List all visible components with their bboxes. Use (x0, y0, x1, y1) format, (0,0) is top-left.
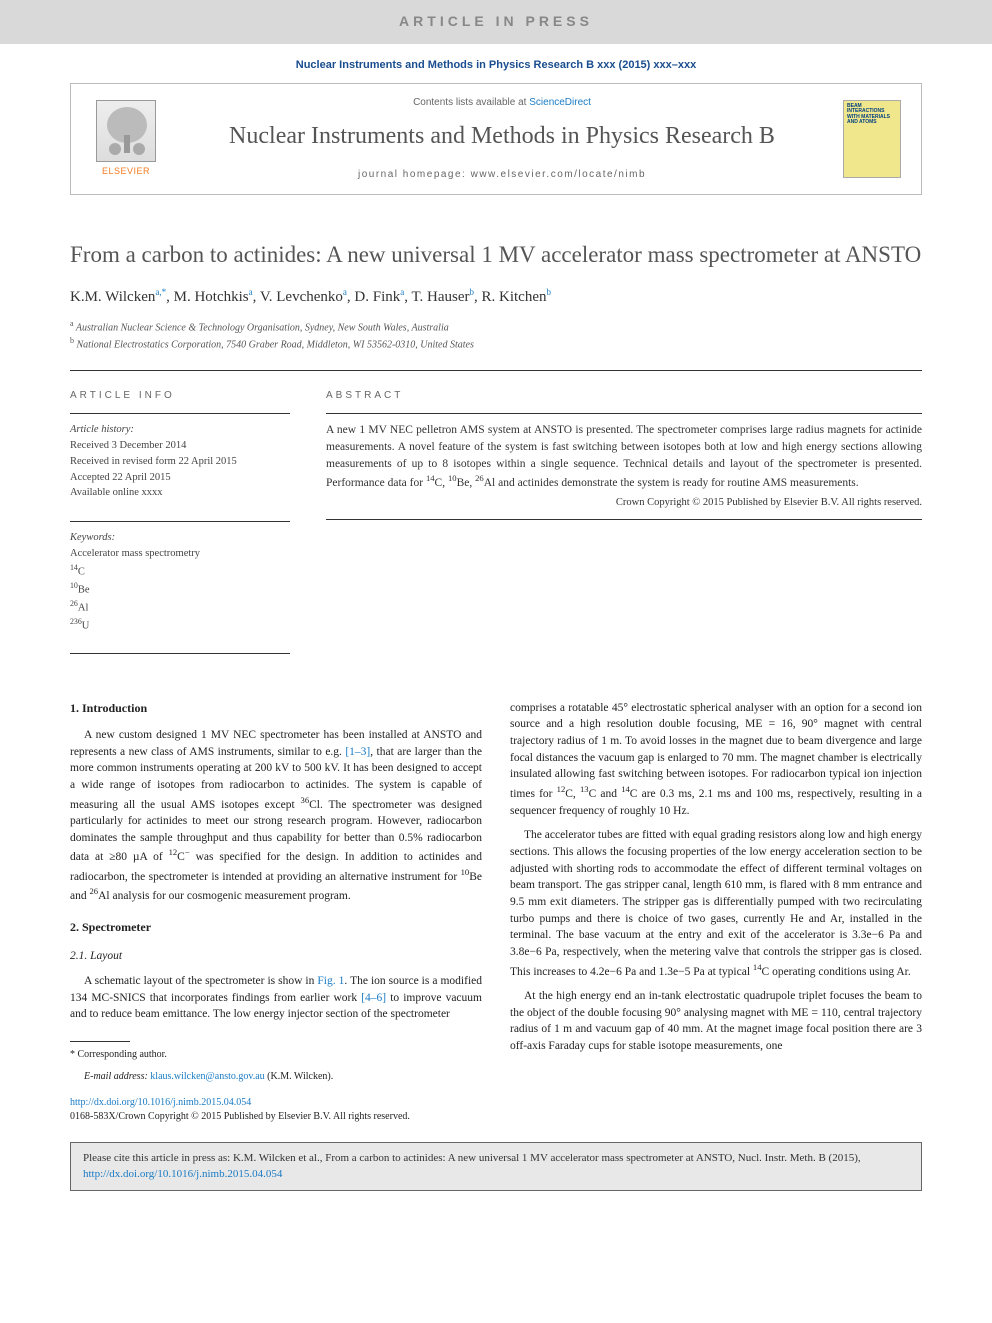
citation-link[interactable]: [4–6] (361, 992, 386, 1004)
divider (70, 653, 290, 654)
cite-box-doi-link[interactable]: http://dx.doi.org/10.1016/j.nimb.2015.04… (83, 1168, 282, 1180)
doi-block: http://dx.doi.org/10.1016/j.nimb.2015.04… (70, 1096, 482, 1124)
body-paragraph: comprises a rotatable 45° electrostatic … (510, 700, 922, 820)
contents-available-line: Contents lists available at ScienceDirec… (181, 96, 823, 110)
affiliations: a Australian Nuclear Science & Technolog… (70, 318, 922, 353)
elsevier-label: ELSEVIER (102, 165, 150, 178)
sciencedirect-link[interactable]: ScienceDirect (529, 97, 591, 108)
author: M. Hotchkisa (174, 289, 253, 305)
contents-prefix: Contents lists available at (413, 97, 529, 108)
divider (70, 521, 290, 522)
keyword: 14C (70, 562, 290, 580)
abstract-label: ABSTRACT (326, 389, 922, 403)
article-title: From a carbon to actinides: A new univer… (70, 241, 922, 270)
article-info-column: ARTICLE INFO Article history: Received 3… (70, 389, 290, 634)
elsevier-logo[interactable]: ELSEVIER (91, 94, 161, 184)
citation-link[interactable]: [1–3] (345, 746, 370, 758)
author: V. Levchenkoa (260, 289, 347, 305)
body-paragraph: A new custom designed 1 MV NEC spectrome… (70, 727, 482, 905)
issn-copyright: 0168-583X/Crown Copyright © 2015 Publish… (70, 1111, 410, 1122)
abstract-text: A new 1 MV NEC pelletron AMS system at A… (326, 422, 922, 492)
keyword: 10Be (70, 580, 290, 598)
header-center: Contents lists available at ScienceDirec… (161, 96, 843, 182)
author: T. Hauserb (411, 289, 474, 305)
keywords-head: Keywords: (70, 530, 290, 546)
email-footnote: E-mail address: klaus.wilcken@ansto.gov.… (70, 1070, 482, 1084)
elsevier-tree-icon (96, 100, 156, 162)
journal-homepage: journal homepage: www.elsevier.com/locat… (181, 168, 823, 182)
author: R. Kitchenb (482, 289, 552, 305)
history-line: Received 3 December 2014 (70, 438, 290, 454)
abstract-column: ABSTRACT A new 1 MV NEC pelletron AMS sy… (326, 389, 922, 634)
affiliation: b National Electrostatics Corporation, 7… (70, 335, 922, 352)
body-columns: 1. Introduction A new custom designed 1 … (70, 700, 922, 1125)
divider (326, 519, 922, 520)
left-column: 1. Introduction A new custom designed 1 … (70, 700, 482, 1125)
divider (326, 413, 922, 414)
doi-link[interactable]: http://dx.doi.org/10.1016/j.nimb.2015.04… (70, 1097, 251, 1108)
subsection-heading: 2.1. Layout (70, 948, 482, 965)
keyword: Accelerator mass spectrometry (70, 546, 290, 562)
article-history: Article history: Received 3 December 201… (70, 422, 290, 501)
journal-header-box: ELSEVIER Contents lists available at Sci… (70, 83, 922, 195)
journal-title: Nuclear Instruments and Methods in Physi… (181, 120, 823, 154)
journal-cover-thumb[interactable]: BEAM INTERACTIONS WITH MATERIALS AND ATO… (843, 100, 901, 178)
section-heading: 2. Spectrometer (70, 919, 482, 936)
top-citation: Nuclear Instruments and Methods in Physi… (0, 44, 992, 83)
divider (70, 370, 922, 371)
figure-link[interactable]: Fig. 1 (317, 975, 344, 987)
article-in-press-banner: ARTICLE IN PRESS (0, 0, 992, 44)
history-line: Accepted 22 April 2015 (70, 470, 290, 486)
affiliation: a Australian Nuclear Science & Technolog… (70, 318, 922, 335)
divider (70, 413, 290, 414)
author-list: K.M. Wilckena,*, M. Hotchkisa, V. Levche… (70, 286, 922, 308)
corresponding-author-note: * Corresponding author. (70, 1048, 482, 1062)
info-abstract-row: ARTICLE INFO Article history: Received 3… (70, 389, 922, 634)
keyword: 26Al (70, 598, 290, 616)
section-heading: 1. Introduction (70, 700, 482, 717)
cite-this-article-box: Please cite this article in press as: K.… (70, 1142, 922, 1191)
body-paragraph: The accelerator tubes are fitted with eq… (510, 827, 922, 980)
abstract-copyright: Crown Copyright © 2015 Published by Else… (326, 496, 922, 511)
author-email-link[interactable]: klaus.wilcken@ansto.gov.au (150, 1071, 264, 1082)
author: K.M. Wilckena,* (70, 289, 166, 305)
body-paragraph: At the high energy end an in-tank electr… (510, 988, 922, 1055)
author: D. Finka (354, 289, 404, 305)
keywords-block: Keywords: Accelerator mass spectrometry … (70, 521, 290, 635)
keyword: 236U (70, 616, 290, 634)
article-info-label: ARTICLE INFO (70, 389, 290, 403)
history-line: Available online xxxx (70, 485, 290, 501)
history-head: Article history: (70, 422, 290, 438)
body-paragraph: A schematic layout of the spectrometer i… (70, 973, 482, 1023)
right-column: comprises a rotatable 45° electrostatic … (510, 700, 922, 1125)
cite-box-text: Please cite this article in press as: K.… (83, 1152, 861, 1164)
footnote-rule (70, 1041, 130, 1042)
history-line: Received in revised form 22 April 2015 (70, 454, 290, 470)
